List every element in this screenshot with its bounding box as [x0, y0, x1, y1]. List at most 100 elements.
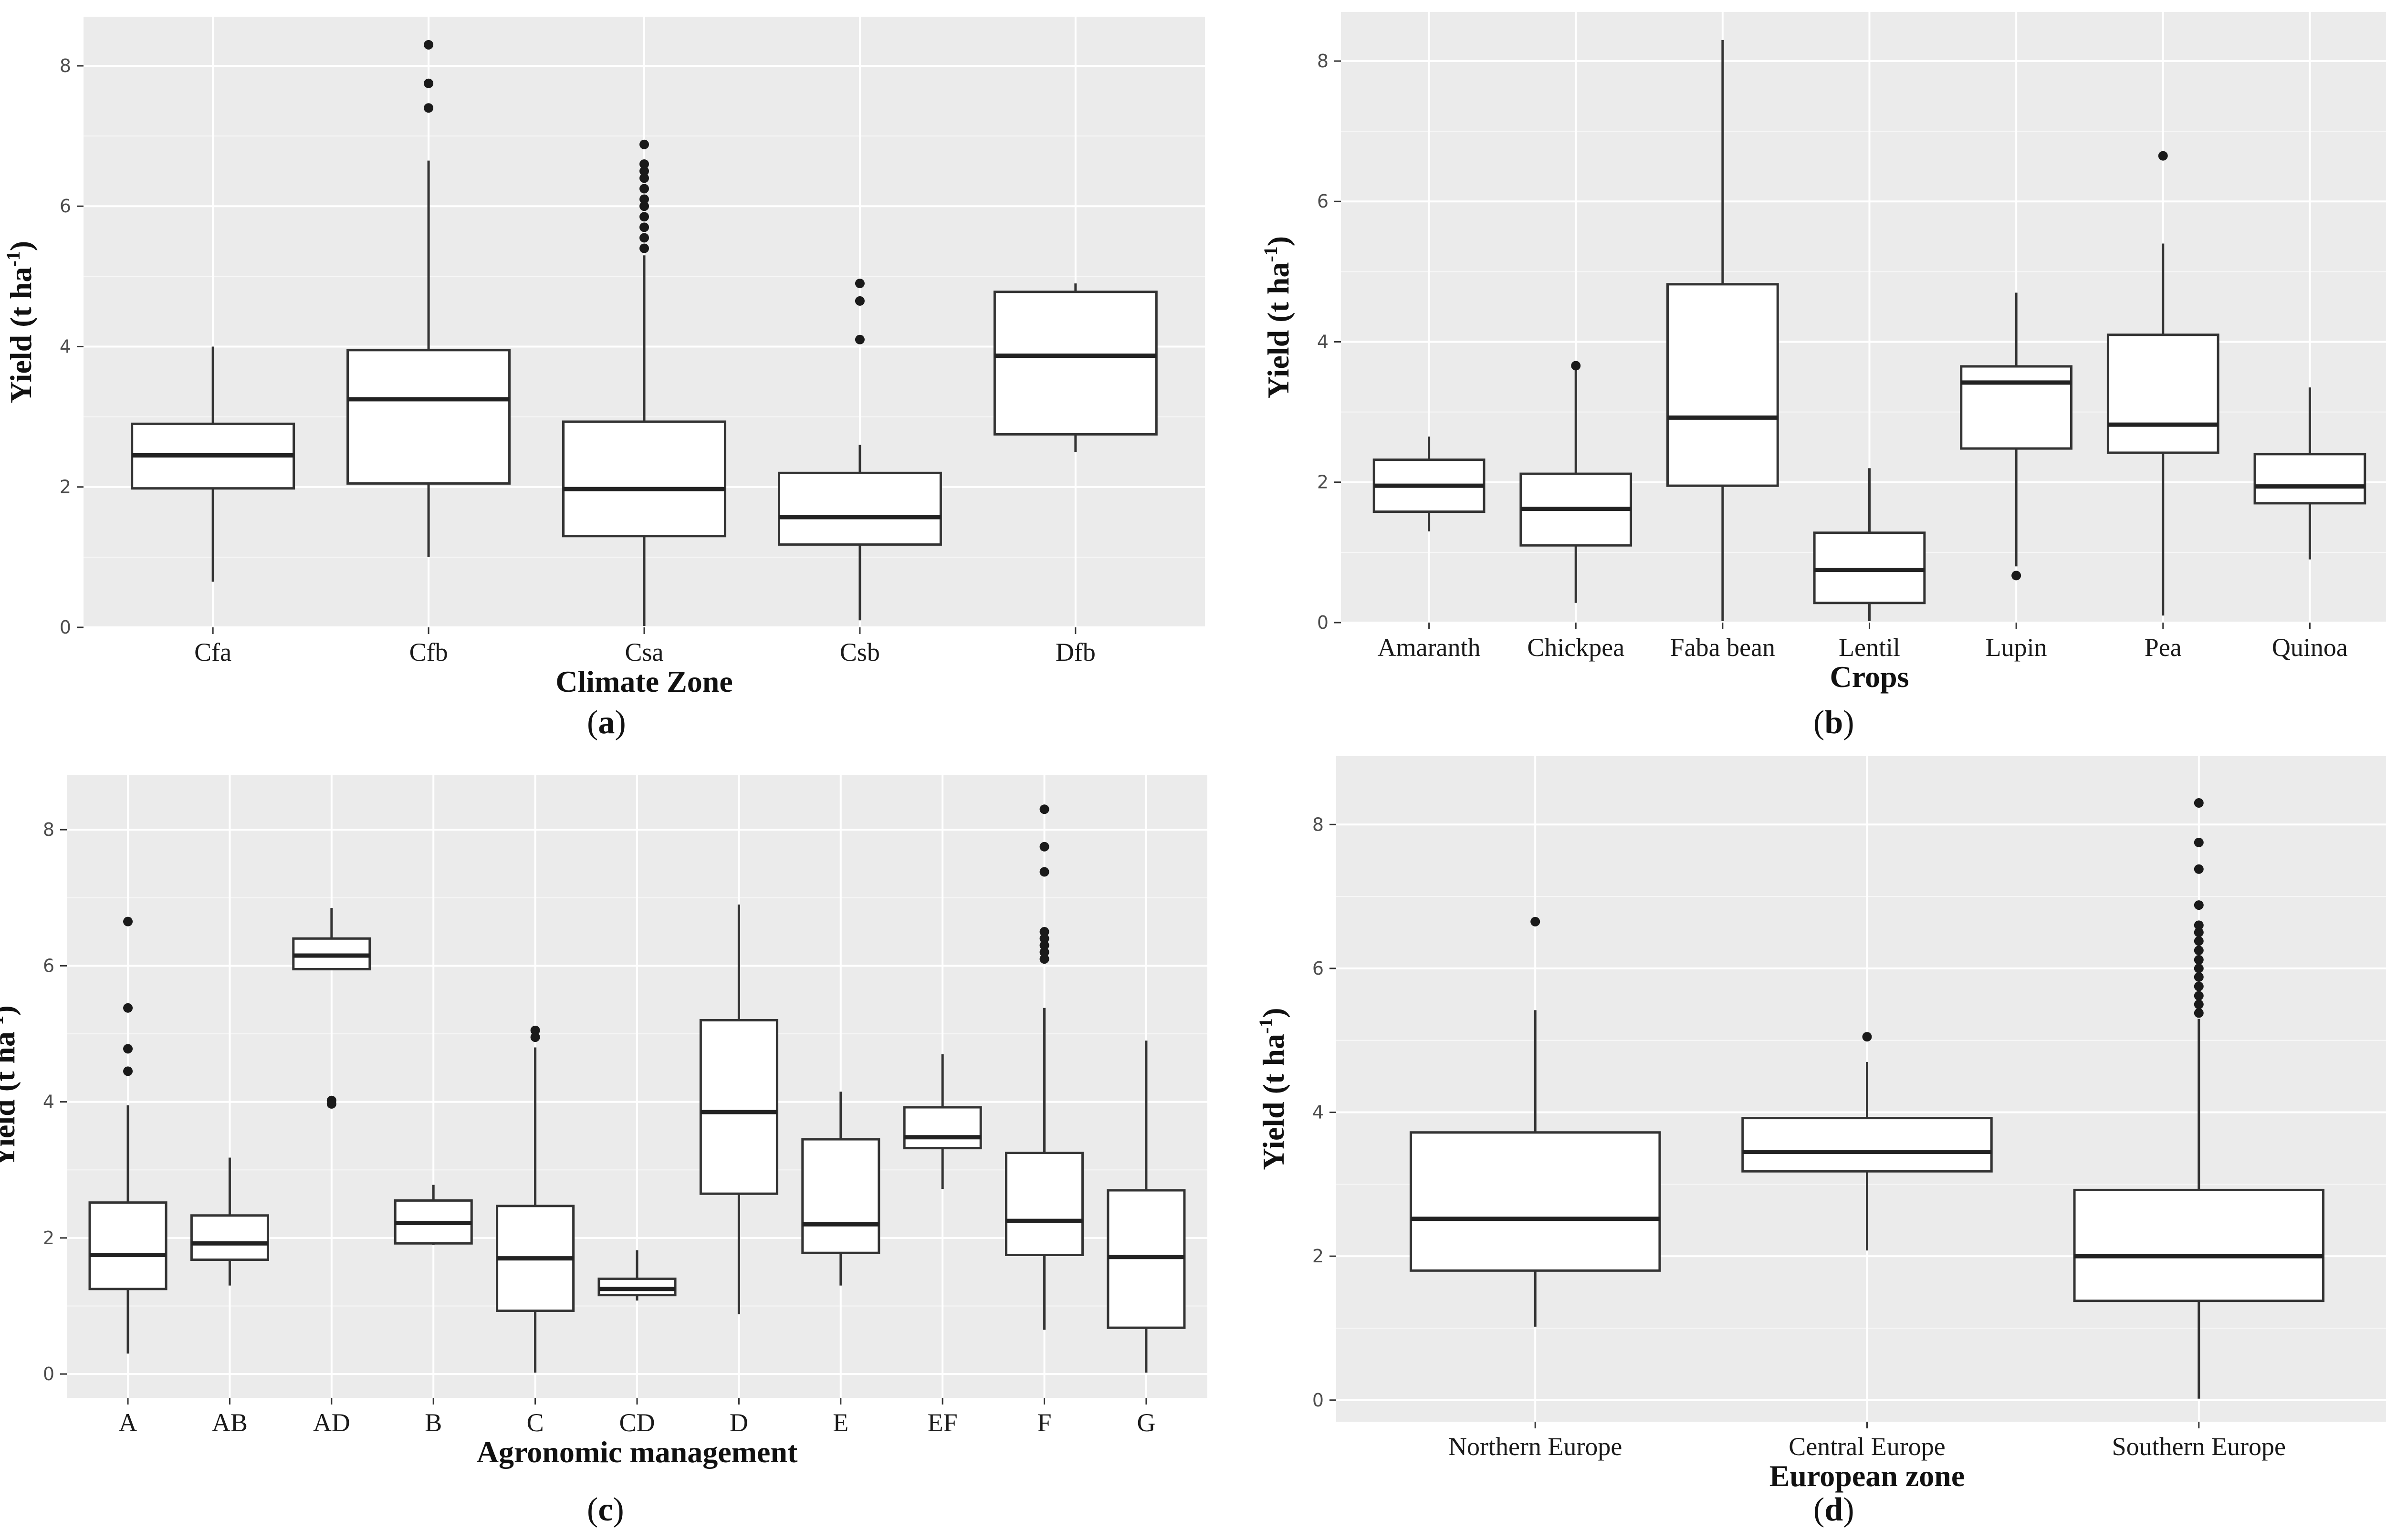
outlier-point	[2194, 963, 2204, 973]
x-tick-label: Lupin	[1986, 633, 2047, 662]
x-tick-label: Central Europe	[1789, 1432, 1945, 1461]
x-tick-label: Northern Europe	[1448, 1432, 1622, 1461]
box-central-europe	[1741, 1032, 1993, 1251]
outlier-point	[2194, 837, 2204, 847]
outlier-point	[1039, 867, 1049, 877]
outlier-point	[424, 103, 434, 113]
chart-b: 0 2 4 6 8 Amaranth Chickpea Faba bean Lentil Lupi…	[1260, 12, 2386, 694]
box-southern-europe	[2073, 798, 2325, 1399]
y-tick-label: 0	[43, 1363, 54, 1384]
box-iqr	[190, 1214, 269, 1261]
outlier-point	[123, 1066, 133, 1076]
box-ef	[903, 1054, 982, 1189]
outlier-point	[2194, 936, 2204, 946]
y-axis-title: Yield (t ha-1)	[2, 241, 38, 403]
outlier-point	[2194, 981, 2204, 991]
outlier-point	[639, 166, 649, 176]
panel-c: 0 2 4 6 8 A AB AD B C CD D E EF F G Agronomic management…	[0, 775, 1207, 1469]
y-tick-label: 6	[1312, 958, 1324, 979]
x-axis-title: Agronomic management	[477, 1435, 798, 1469]
outlier-point	[855, 296, 865, 306]
x-tick-label: Lentil	[1839, 633, 1900, 662]
outlier-point	[2194, 900, 2204, 910]
x-tick-label: Southern Europe	[2112, 1432, 2286, 1461]
x-tick-label: Csa	[625, 638, 664, 666]
outlier-point	[2194, 955, 2204, 965]
plot-background	[1336, 756, 2386, 1422]
outlier-point	[639, 194, 649, 204]
outlier-point	[424, 78, 434, 88]
box-cfb	[346, 40, 511, 557]
y-tick-label: 0	[1317, 612, 1329, 633]
outlier-point	[2194, 864, 2204, 874]
box-pea	[2106, 151, 2219, 616]
box-b	[394, 1185, 473, 1245]
y-tick-label: 4	[60, 336, 71, 357]
outlier-point	[1039, 927, 1049, 937]
outlier-point	[2194, 927, 2204, 937]
box-iqr	[1960, 365, 2073, 450]
y-axis-title: Yield (t ha-1)	[0, 1005, 21, 1167]
x-tick-label: CD	[619, 1408, 655, 1437]
y-tick-label: 6	[1317, 191, 1329, 212]
x-tick-label: F	[1037, 1408, 1052, 1437]
x-tick-label: Cfb	[409, 638, 448, 666]
outlier-point	[123, 916, 133, 926]
x-tick-label: Quinoa	[2272, 633, 2348, 662]
outlier-point	[639, 222, 649, 232]
box-iqr	[1666, 283, 1779, 487]
box-ab	[190, 1157, 269, 1286]
x-tick-label: C	[527, 1408, 544, 1437]
outlier-point	[639, 243, 649, 253]
outlier-point	[2194, 798, 2204, 808]
box-dfb	[993, 283, 1158, 452]
x-tick-label: Cfa	[194, 638, 231, 666]
box-iqr	[2073, 1188, 2325, 1302]
panel-a: 0 2 4 6 8 Cfa Cfb Csa Csb Dfb Climate Zone Yield (t…	[0, 0, 1212, 744]
outlier-point	[326, 1095, 336, 1105]
x-axis-title: European zone	[1769, 1459, 1965, 1493]
box-iqr	[2106, 333, 2219, 454]
y-axis-title: Yield (t ha-1)	[1260, 236, 1295, 398]
outlier-point	[1039, 804, 1049, 814]
y-tick-label: 2	[1317, 472, 1329, 493]
box-iqr	[88, 1201, 167, 1290]
box-iqr	[993, 291, 1158, 436]
outlier-point	[639, 233, 649, 243]
outlier-point	[1039, 934, 1049, 944]
x-tick-label: Csb	[840, 638, 880, 666]
box-lupin	[1960, 292, 2073, 581]
box-d	[699, 904, 778, 1314]
y-tick-label: 8	[1312, 814, 1324, 835]
outlier-point	[2194, 1008, 2204, 1018]
y-tick-label: 2	[1312, 1246, 1324, 1267]
x-tick-label: D	[730, 1408, 748, 1437]
x-tick-label: G	[1137, 1408, 1155, 1437]
box-amaranth	[1372, 437, 1486, 531]
outlier-point	[1530, 916, 1540, 926]
outlier-point	[2194, 999, 2204, 1009]
box-c	[496, 1025, 575, 1373]
y-tick-label: 6	[60, 196, 71, 217]
outlier-point	[639, 201, 649, 211]
outlier-point	[530, 1032, 540, 1042]
y-tick-label: 6	[43, 955, 54, 976]
box-cfa	[131, 346, 295, 582]
box-chickpea	[1519, 361, 1633, 603]
outlier-point	[639, 212, 649, 222]
panel-label-d: (d)	[1813, 1491, 1854, 1528]
box-csb	[777, 279, 942, 621]
x-axis-title: Climate Zone	[555, 665, 733, 698]
outlier-point	[855, 334, 865, 344]
box-iqr	[562, 420, 726, 538]
x-tick-label: Dfb	[1056, 638, 1096, 666]
outlier-point	[2194, 972, 2204, 982]
x-tick-label: E	[833, 1408, 848, 1437]
outlier-point	[1039, 954, 1049, 964]
x-tick-label: Pea	[2145, 633, 2182, 662]
outlier-point	[2194, 991, 2204, 1001]
outlier-point	[639, 173, 649, 183]
box-csa	[562, 139, 726, 626]
